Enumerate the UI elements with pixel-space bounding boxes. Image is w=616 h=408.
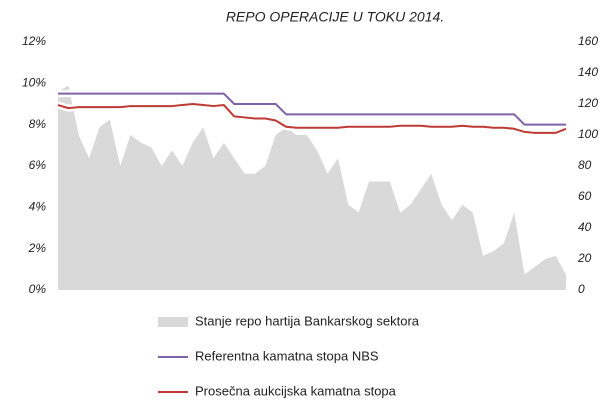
y-tick-label: 4%: [29, 200, 47, 214]
y-tick-label: 8%: [29, 117, 47, 131]
y2-tick-label: 160: [578, 34, 598, 48]
y2-tick-label: 20: [577, 251, 592, 265]
chart-title: REPO OPERACIJE U TOKU 2014.: [226, 9, 444, 25]
y2-tick-label: 140: [578, 65, 598, 79]
y-tick-label: 0%: [29, 282, 47, 296]
y2-tick-label: 40: [578, 220, 592, 234]
area: [58, 85, 566, 291]
y2-tick-label: 60: [578, 189, 592, 203]
y-tick-label: 12%: [22, 34, 46, 48]
y2-tick-label: 120: [578, 96, 598, 110]
y-tick-label: 2%: [28, 241, 47, 255]
y2-tick-label: 0: [578, 282, 585, 296]
legend-label: Referentna kamatna stopa NBS: [195, 348, 379, 363]
y-tick-label: 6%: [29, 158, 47, 172]
legend-label: Stanje repo hartija Bankarskog sektora: [195, 313, 420, 328]
line: [57, 103, 567, 134]
y2-tick-label: 100: [578, 127, 598, 141]
legend-swatch: [158, 317, 188, 327]
y-tick-label: 10%: [22, 76, 46, 90]
line: [58, 92, 566, 126]
legend-label: Prosečna aukcijska kamatna stopa: [195, 383, 397, 398]
y2-tick-label: 80: [578, 158, 592, 172]
